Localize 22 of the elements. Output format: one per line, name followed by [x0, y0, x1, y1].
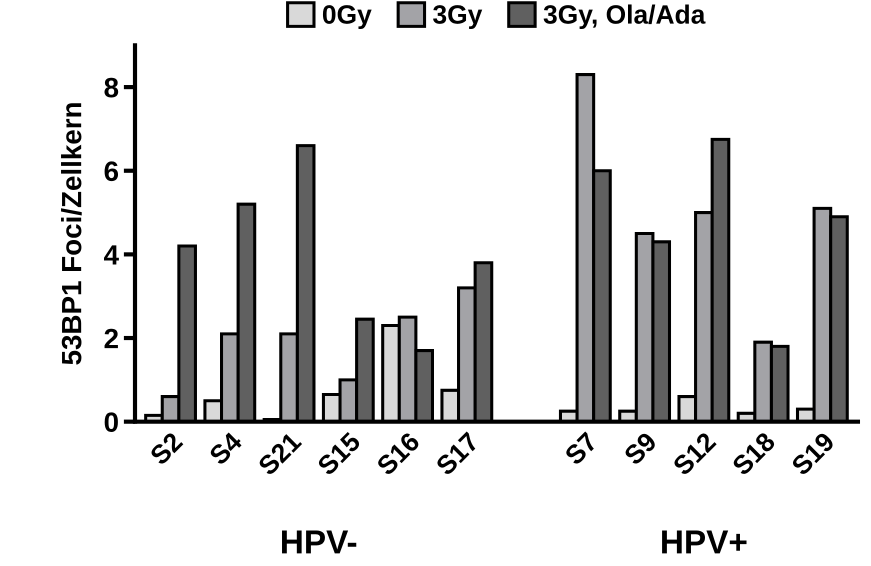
x-tick-label: S17: [434, 431, 480, 476]
y-tick-label: 0: [104, 412, 118, 432]
legend-label: 3Gy, Ola/Ada: [544, 4, 706, 30]
x-tick-label: S21: [256, 431, 302, 476]
y-tick-label: 2: [104, 328, 118, 348]
legend-label: 3Gy: [433, 5, 482, 30]
text: HPV-: [282, 530, 356, 554]
x-tick-label: S18: [730, 431, 776, 476]
y-tick-label: 6: [104, 161, 118, 182]
text: HPV+: [662, 530, 747, 554]
x-tick-label: S2: [148, 431, 184, 466]
x-tick-label: S16: [375, 431, 421, 476]
x-tick-label: S9: [622, 431, 658, 466]
y-tick-label: 8: [104, 78, 118, 98]
y-axis-title: 53BP1 Foci/Zellkern: [61, 103, 82, 365]
x-tick-label: S12: [672, 431, 717, 476]
x-tick-label: S7: [564, 431, 598, 466]
y-tick-label: 4: [104, 245, 119, 264]
legend-label: 0Gy: [322, 5, 372, 30]
x-tick-label: S4: [208, 430, 244, 466]
x-tick-label: S15: [316, 431, 362, 476]
x-tick-label: S19: [790, 431, 836, 476]
